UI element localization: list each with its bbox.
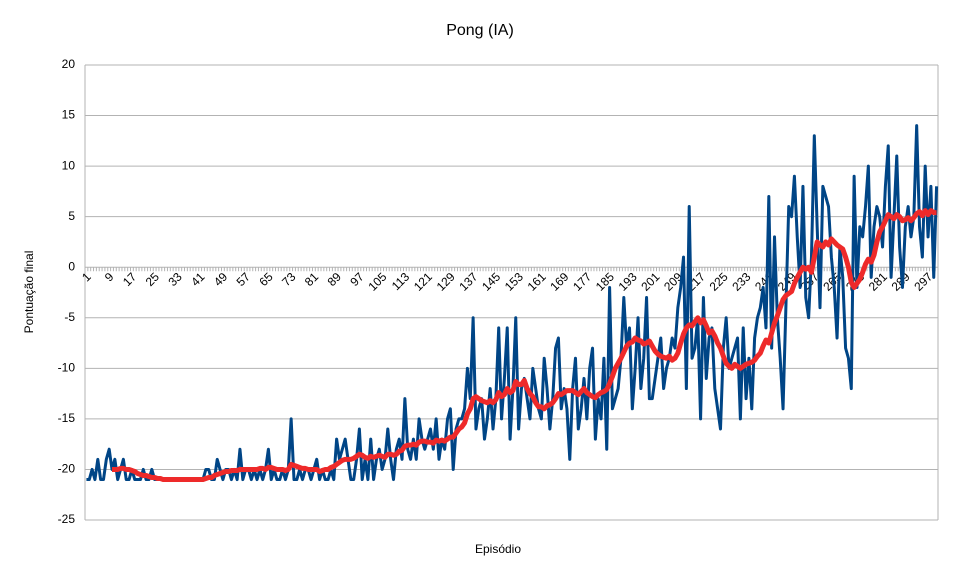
y-tick-label: 0: [68, 259, 75, 273]
y-tick-label: -15: [58, 411, 76, 425]
y-tick-label: -20: [58, 462, 76, 476]
y-tick-label: -5: [64, 310, 75, 324]
y-tick-label: 5: [68, 209, 75, 223]
y-tick-label: -10: [58, 361, 76, 375]
y-axis-label: Pontuação final: [22, 251, 36, 334]
y-tick-label: -25: [58, 512, 76, 526]
x-axis-label: Episódio: [475, 542, 521, 556]
y-tick-label: 15: [62, 108, 76, 122]
chart-title: Pong (IA): [446, 22, 514, 39]
y-tick-label: 20: [62, 57, 76, 71]
y-tick-label: 10: [62, 158, 76, 172]
series-line: [112, 208, 937, 483]
